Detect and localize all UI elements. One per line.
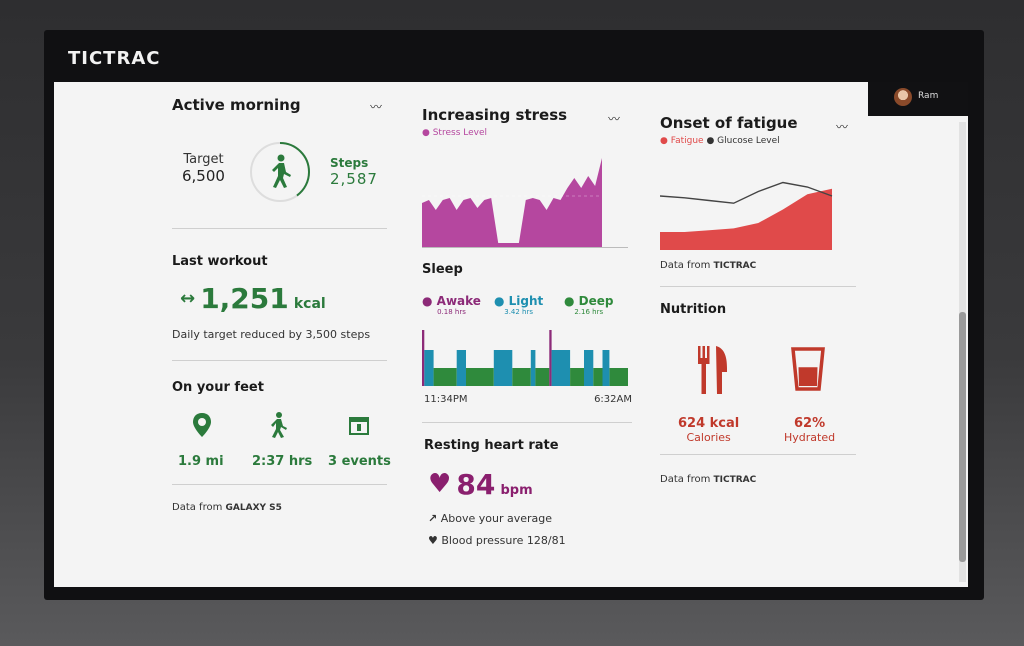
fork-knife-icon xyxy=(698,346,727,394)
last-workout-title: Last workout xyxy=(172,254,268,269)
calendar-icon xyxy=(349,417,369,435)
source-note: Data from TICTRAC xyxy=(660,260,757,271)
sleep-bar-deep xyxy=(433,368,457,386)
target-value: 6,500 xyxy=(182,167,225,185)
dumbbell-icon: ↔ xyxy=(180,288,196,309)
divider xyxy=(172,360,387,361)
trend-icon[interactable]: 〰 xyxy=(370,100,383,114)
fatigue-legend: ● Fatigue ● Glucose Level xyxy=(660,136,780,146)
sleep-bar-awake xyxy=(549,330,552,386)
workout-value: 1,251 xyxy=(200,282,289,315)
steps-label: Steps xyxy=(330,156,369,170)
divider xyxy=(422,422,632,423)
above-average: ↗ Above your average xyxy=(428,512,552,525)
nutrition-title: Nutrition xyxy=(660,302,727,317)
calories-value: 624 kcal xyxy=(678,416,740,431)
stress-legend: ● Stress Level xyxy=(422,128,487,138)
heart-small-icon: ♥ xyxy=(428,534,438,547)
stress-area xyxy=(422,158,602,248)
dashboard: Ram Active morning 〰 Target 6,500 Steps xyxy=(54,82,968,587)
active-morning-title: Active morning xyxy=(172,96,301,114)
heart-rate-reading: ♥ 84 bpm xyxy=(428,468,533,501)
target-block: Target 6,500 xyxy=(182,152,225,185)
divider xyxy=(660,286,856,287)
sleep-chart xyxy=(422,330,628,386)
workout-kcal: ↔ 1,251 kcal xyxy=(180,282,326,315)
sleep-bar-light xyxy=(530,350,536,386)
steps-progress-ring xyxy=(250,142,310,202)
divider xyxy=(172,228,387,229)
hydration-block: 62% Hydrated xyxy=(784,416,835,444)
steps-block: Steps 2,587 xyxy=(330,156,378,188)
arrow-up-right-icon: ↗ xyxy=(428,512,438,525)
divider xyxy=(660,454,856,455)
glucose-line xyxy=(660,181,833,204)
source-note: Data from TICTRAC xyxy=(660,474,757,485)
sleep-bar-deep xyxy=(512,368,531,386)
brand-logo: TICTRAC xyxy=(68,48,161,69)
trend-icon[interactable]: 〰 xyxy=(836,120,849,134)
sleep-bar-light xyxy=(493,350,513,386)
sleep-legend-awake: ● Awake 0.18 hrs xyxy=(422,294,481,316)
source-note: Data from GALAXY S5 xyxy=(172,502,282,513)
heart-rate-value: 84 xyxy=(456,468,496,501)
distance-value: 1.9 mi xyxy=(178,454,224,469)
heart-icon: ♥ xyxy=(428,469,452,499)
sleep-start-time: 11:34PM xyxy=(424,394,468,405)
sleep-bar-deep xyxy=(593,368,603,386)
blood-pressure: ♥ Blood pressure 128/81 xyxy=(428,534,566,547)
map-pin-icon xyxy=(193,413,211,437)
calories-block: 624 kcal Calories xyxy=(678,416,739,444)
trend-icon[interactable]: 〰 xyxy=(608,112,621,126)
walker-icon xyxy=(271,412,287,438)
projected-screen: TICTRAC Ram Active morning 〰 Target 6,50… xyxy=(44,30,984,600)
walker-icon xyxy=(272,154,291,188)
sleep-bar-deep xyxy=(466,368,494,386)
fatigue-area xyxy=(660,188,832,250)
water-glass-icon xyxy=(791,347,825,391)
heart-rate-title: Resting heart rate xyxy=(424,438,559,453)
sleep-bar-light xyxy=(602,350,610,386)
sleep-bar-light xyxy=(456,350,466,386)
sleep-bar-deep xyxy=(609,368,628,386)
hydrated-value: 62% xyxy=(793,416,826,431)
stress-legend-label: Stress Level xyxy=(432,128,487,138)
sleep-end-time: 6:32AM xyxy=(594,394,632,405)
heart-rate-unit: bpm xyxy=(500,483,533,498)
on-your-feet-title: On your feet xyxy=(172,380,264,395)
duration-value: 2:37 hrs xyxy=(252,454,313,469)
divider xyxy=(172,484,387,485)
stress-title: Increasing stress xyxy=(422,106,568,124)
fatigue-title: Onset of fatigue xyxy=(660,114,798,132)
sleep-legend-light: ● Light 3.42 hrs xyxy=(494,294,544,316)
workout-unit: kcal xyxy=(293,296,326,312)
events-value: 3 events xyxy=(328,454,391,469)
user-name[interactable]: Ram xyxy=(918,91,939,101)
sleep-bar-light xyxy=(584,350,594,386)
source-name: GALAXY S5 xyxy=(225,503,282,513)
source-prefix: Data from xyxy=(172,502,223,513)
calories-label: Calories xyxy=(686,431,731,444)
workout-note: Daily target reduced by 3,500 steps xyxy=(172,328,371,341)
sleep-bar-deep xyxy=(535,368,550,386)
scrollbar-thumb[interactable] xyxy=(959,312,966,562)
sleep-bar-light xyxy=(551,350,571,386)
sleep-bar-light xyxy=(424,350,434,386)
fatigue-chart xyxy=(660,181,833,250)
sleep-legend-deep: ● Deep 2.16 hrs xyxy=(564,294,614,316)
target-label: Target xyxy=(183,152,224,167)
avatar[interactable] xyxy=(894,88,912,106)
sleep-bar-awake xyxy=(422,330,425,386)
sleep-bar-deep xyxy=(570,368,584,386)
user-menu[interactable]: Ram xyxy=(868,82,968,116)
steps-value: 2,587 xyxy=(330,170,378,188)
sleep-title: Sleep xyxy=(422,262,463,277)
hydrated-label: Hydrated xyxy=(784,431,836,444)
stress-chart xyxy=(422,158,628,248)
